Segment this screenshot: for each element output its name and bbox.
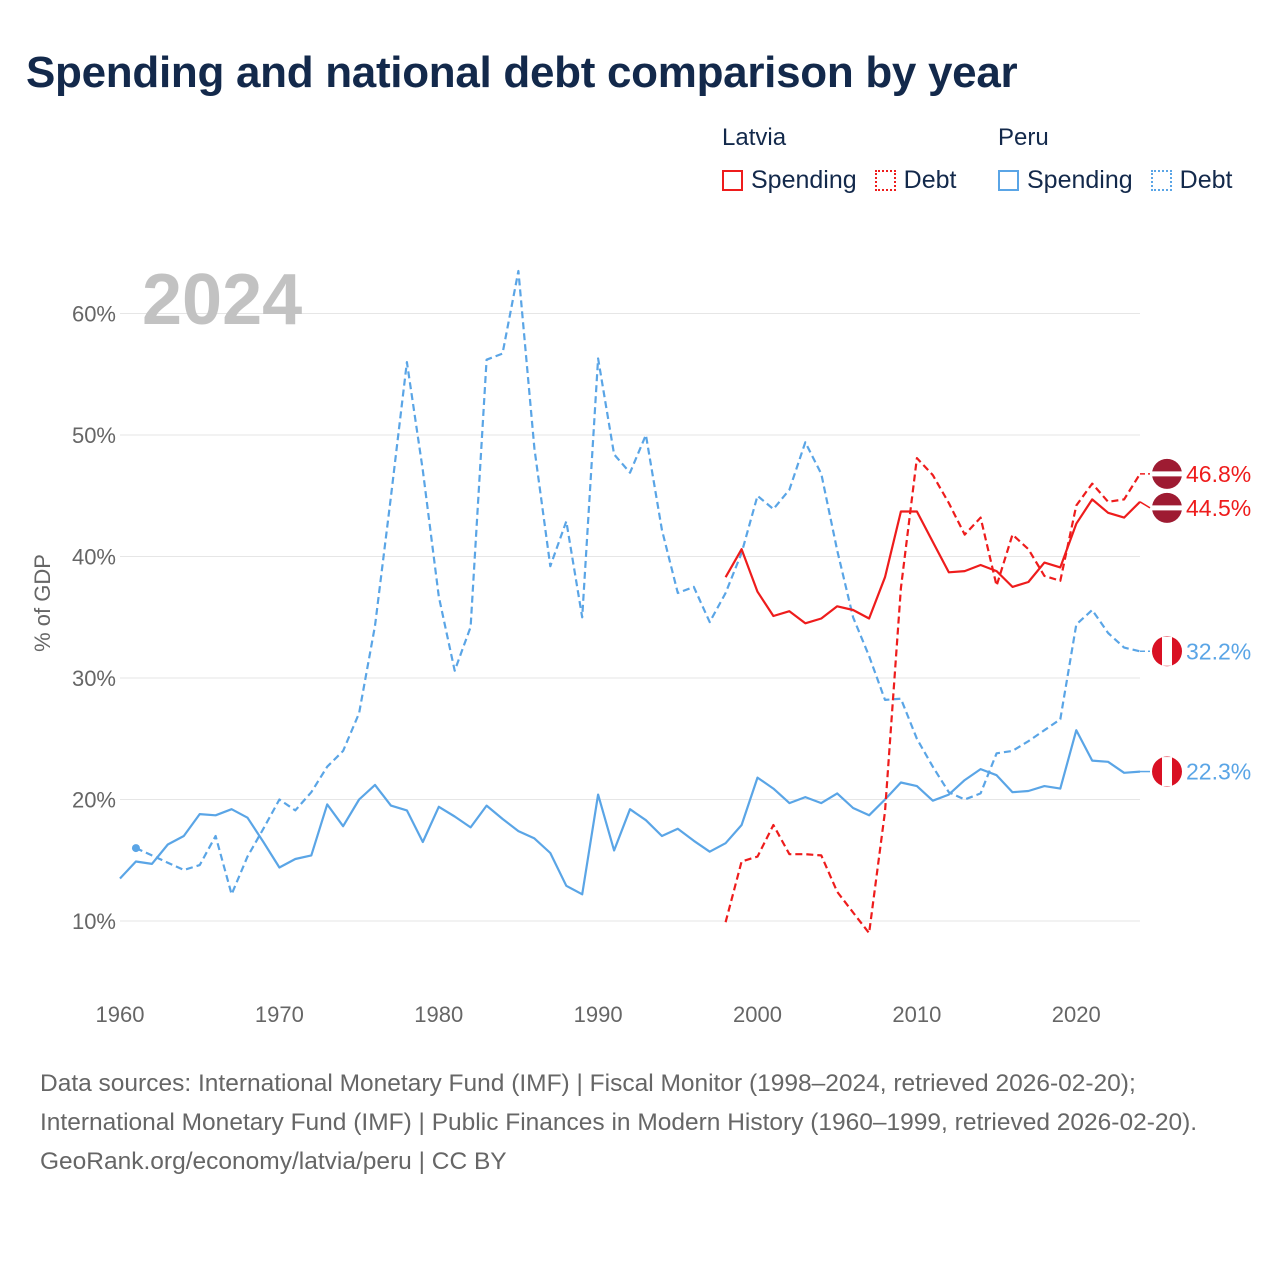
legend-label-peru-spending: Spending [1027, 166, 1133, 194]
y-tick-label: 10% [72, 909, 116, 934]
legend-swatch-latvia-spending [722, 170, 743, 191]
end-value-label-latvia-spending: 44.5% [1186, 495, 1251, 521]
latvia-flag-stripe [1152, 471, 1182, 477]
y-tick-label: 20% [72, 788, 116, 813]
y-tick-label: 50% [72, 423, 116, 448]
legend-latvia-debt[interactable]: Debt [874, 166, 957, 195]
line-chart: 10% 20% 30% 40% 50% 60% 1960 1970 1980 1990 2000 20… [30, 260, 1251, 1027]
x-tick-label: 1970 [255, 1002, 304, 1027]
end-value-label-peru-debt: 32.2% [1186, 638, 1251, 664]
legend-peru-spending[interactable]: Spending [998, 166, 1133, 195]
legend-swatch-peru-spending [998, 170, 1019, 191]
y-tick-label: 60% [72, 302, 116, 327]
series-start-point-peru-debt [131, 844, 140, 853]
end-value-label-latvia-debt: 46.8% [1186, 461, 1251, 487]
x-tick-label: 1980 [414, 1002, 463, 1027]
series-line-latvia-debt [724, 457, 1141, 935]
series-line-peru-spending [119, 729, 1141, 896]
x-tick-label: 1960 [96, 1002, 145, 1027]
peru-flag-stripe [1162, 757, 1172, 787]
chart-title: Spending and national debt comparison by… [26, 48, 1018, 97]
x-tick-label: 2000 [733, 1002, 782, 1027]
series-line-latvia-spending [724, 498, 1141, 625]
legend-label-peru-debt: Debt [1179, 166, 1233, 194]
end-connector-latvia-spending [1139, 501, 1151, 509]
legend-label-latvia-spending: Spending [751, 166, 857, 194]
legend-label-latvia-debt: Debt [903, 166, 957, 194]
legend-swatch-peru-debt [1150, 170, 1172, 191]
legend-country-latvia: Latvia [722, 124, 787, 151]
data-sources-text: Data sources: International Monetary Fun… [40, 1070, 1198, 1136]
legend-peru: Peru Spending Debt [998, 124, 1250, 195]
y-tick-label: 40% [72, 545, 116, 570]
y-tick-label: 30% [72, 666, 116, 691]
x-tick-label: 1990 [574, 1002, 623, 1027]
y-axis-label: % of GDP [30, 554, 55, 652]
latvia-flag-stripe [1152, 505, 1182, 511]
x-tick-label: 2010 [892, 1002, 941, 1027]
year-label: 2024 [142, 260, 302, 340]
legend-latvia: Latvia Spending Debt [722, 124, 974, 195]
credit-text: GeoRank.org/economy/latvia/peru | CC BY [40, 1148, 507, 1175]
legend-latvia-spending[interactable]: Spending [722, 166, 857, 195]
legend-country-peru: Peru [998, 124, 1049, 151]
footer: Data sources: International Monetary Fun… [40, 1064, 1240, 1181]
end-value-label-peru-spending: 22.3% [1186, 759, 1251, 785]
x-tick-label: 2020 [1052, 1002, 1101, 1027]
legend-swatch-latvia-debt [874, 170, 896, 191]
legend-peru-debt[interactable]: Debt [1150, 166, 1233, 195]
series-line-peru-debt [135, 269, 1141, 896]
peru-flag-stripe [1162, 636, 1172, 666]
